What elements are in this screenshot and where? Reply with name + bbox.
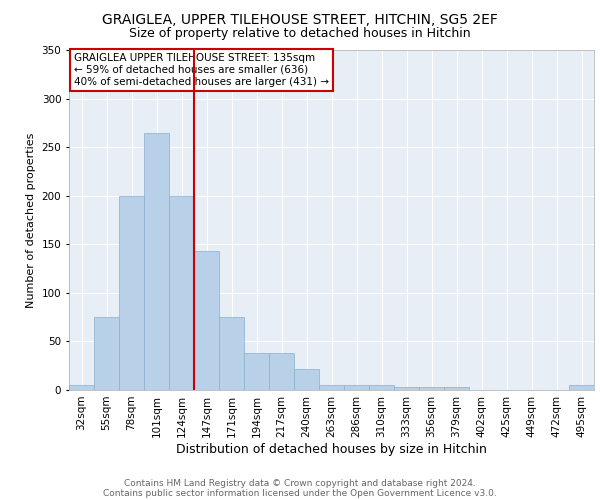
Bar: [169, 196, 194, 390]
Bar: [94, 317, 119, 390]
X-axis label: Distribution of detached houses by size in Hitchin: Distribution of detached houses by size …: [176, 442, 487, 456]
Bar: [444, 387, 469, 390]
Text: Contains HM Land Registry data © Crown copyright and database right 2024.: Contains HM Land Registry data © Crown c…: [124, 478, 476, 488]
Text: GRAIGLEA, UPPER TILEHOUSE STREET, HITCHIN, SG5 2EF: GRAIGLEA, UPPER TILEHOUSE STREET, HITCHI…: [102, 12, 498, 26]
Bar: [294, 368, 319, 390]
Bar: [319, 385, 344, 390]
Bar: [219, 317, 244, 390]
Bar: [119, 196, 144, 390]
Bar: [144, 132, 169, 390]
Bar: [269, 353, 294, 390]
Text: GRAIGLEA UPPER TILEHOUSE STREET: 135sqm
← 59% of detached houses are smaller (63: GRAIGLEA UPPER TILEHOUSE STREET: 135sqm …: [74, 54, 329, 86]
Bar: [69, 385, 94, 390]
Bar: [569, 385, 594, 390]
Text: Contains public sector information licensed under the Open Government Licence v3: Contains public sector information licen…: [103, 488, 497, 498]
Bar: [394, 387, 419, 390]
Bar: [244, 353, 269, 390]
Bar: [419, 387, 444, 390]
Y-axis label: Number of detached properties: Number of detached properties: [26, 132, 36, 308]
Text: Size of property relative to detached houses in Hitchin: Size of property relative to detached ho…: [129, 28, 471, 40]
Bar: [369, 385, 394, 390]
Bar: [344, 385, 369, 390]
Bar: [194, 251, 219, 390]
